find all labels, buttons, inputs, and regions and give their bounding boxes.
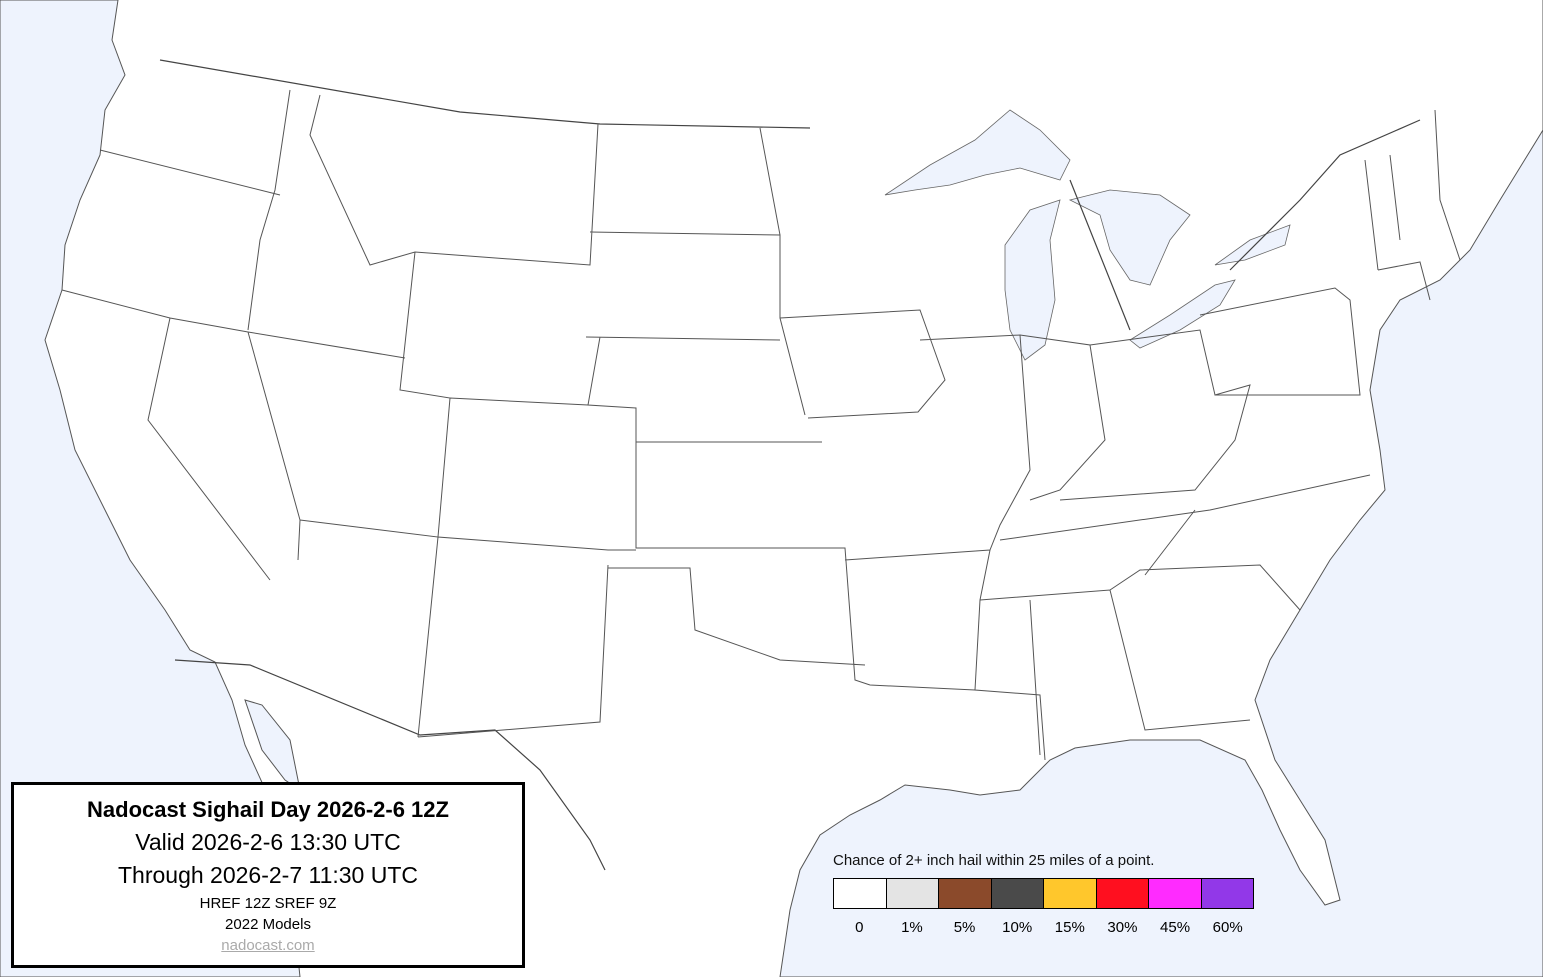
legend-label: 60% <box>1212 919 1243 936</box>
valid-time: Valid 2026-2-6 13:30 UTC <box>135 829 401 855</box>
legend-swatch <box>1044 879 1097 908</box>
international-border <box>159 59 1421 871</box>
legend-label: 45% <box>1160 919 1191 936</box>
legend-label: 0 <box>855 919 864 936</box>
legend-color-bar <box>833 878 1254 909</box>
forecast-title: Nadocast Sighail Day 2026-2-6 12Z <box>87 797 449 822</box>
legend-label: 10% <box>1002 919 1033 936</box>
probability-legend: Chance of 2+ inch hail within 25 miles o… <box>833 852 1254 936</box>
legend-swatch <box>939 879 992 908</box>
legend-label: 5% <box>953 919 976 936</box>
lake-erie <box>1129 279 1236 349</box>
through-time: Through 2026-2-7 11:30 UTC <box>117 862 419 888</box>
legend-swatch <box>1201 879 1253 908</box>
legend-swatch <box>991 879 1044 908</box>
state-borders <box>61 89 1461 761</box>
legend-swatch <box>886 879 939 908</box>
atlantic-and-gulf <box>779 0 1543 977</box>
legend-label: 30% <box>1107 919 1138 936</box>
model-version: 2022 Models <box>225 916 311 933</box>
lake-michigan <box>1004 199 1061 361</box>
legend-swatch <box>834 879 887 908</box>
nadocast-link[interactable]: nadocast.com <box>221 937 315 954</box>
lake-huron <box>1068 189 1191 286</box>
legend-swatch <box>1096 879 1149 908</box>
legend-labels: 0 1% 5% 10% 15% 30% 45% 60% <box>833 919 1254 936</box>
title-box: Nadocast Sighail Day 2026-2-6 12Z Valid … <box>11 782 525 968</box>
legend-label: 15% <box>1054 919 1085 936</box>
lake-ontario <box>1214 224 1291 266</box>
legend-caption: Chance of 2+ inch hail within 25 miles o… <box>833 852 1155 869</box>
legend-label: 1% <box>901 919 923 936</box>
lake-superior <box>884 109 1071 196</box>
model-runs: HREF 12Z SREF 9Z <box>199 895 337 912</box>
legend-swatch <box>1149 879 1202 908</box>
